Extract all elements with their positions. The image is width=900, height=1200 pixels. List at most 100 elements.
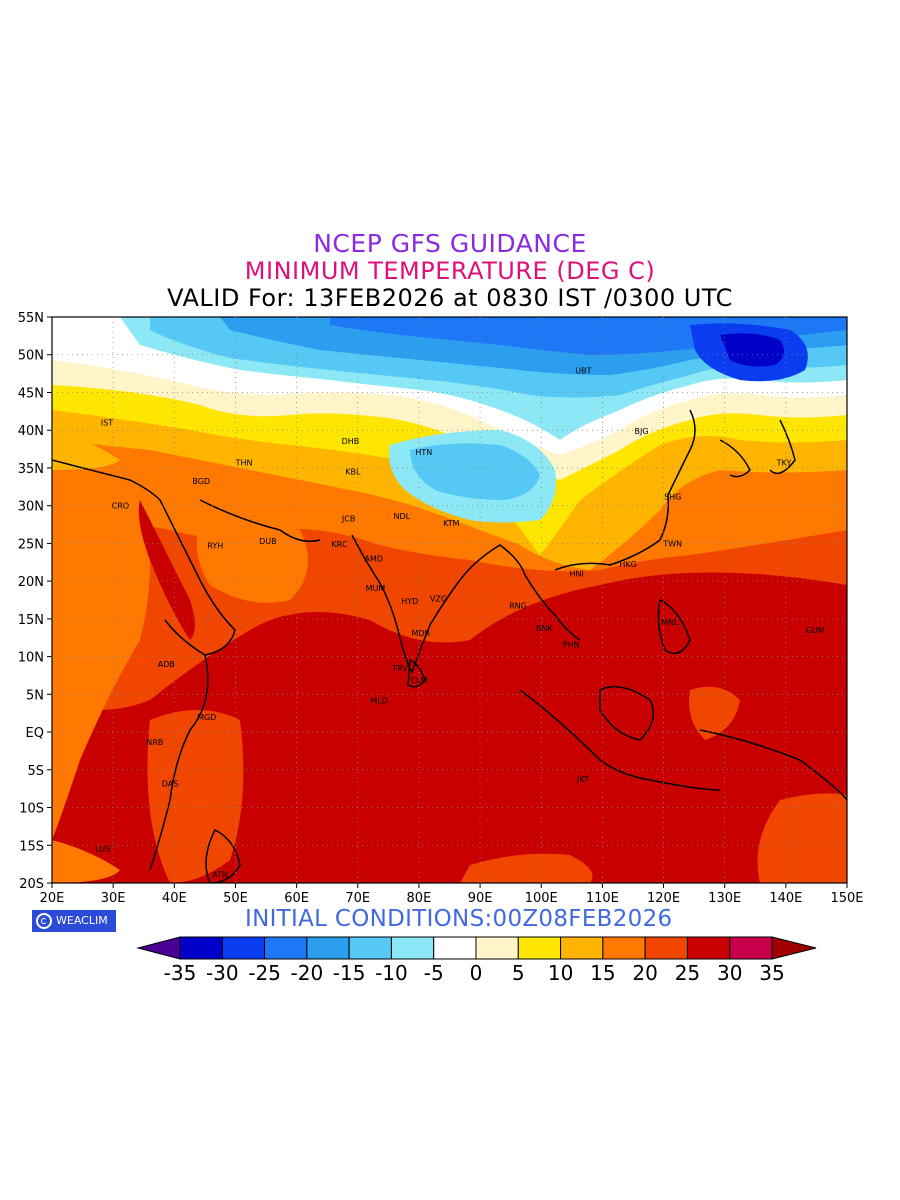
initial-conditions: INITIAL CONDITIONS:00Z08FEB2026 — [245, 906, 673, 932]
lon-tick-label: 60E — [284, 891, 309, 906]
lon-tick-label: 90E — [468, 891, 493, 906]
station-label-mgd: MGD — [197, 713, 216, 722]
station-label-shg: SHG — [664, 493, 681, 502]
station-label-amd: AMD — [364, 554, 383, 563]
colorbar-swatch — [475, 936, 519, 960]
station-label-ndl: NDL — [393, 512, 410, 521]
lat-tick-label: 30N — [18, 500, 44, 515]
lon-tick-label: 100E — [525, 891, 558, 906]
colorbar-swatch — [686, 936, 731, 960]
colorbar-swatch — [644, 936, 688, 960]
station-label-clm: CLM — [410, 676, 427, 685]
lat-tick-label: 45N — [18, 386, 44, 401]
colorbar-swatch — [348, 936, 392, 960]
lon-tick-label: 50E — [223, 891, 248, 906]
colorbar-swatch — [517, 936, 562, 960]
lon-tick-label: 30E — [101, 891, 126, 906]
station-label-ist: IST — [101, 419, 113, 428]
station-label-ubt: UBT — [575, 367, 591, 376]
lat-tick-label: 5N — [26, 688, 44, 703]
lat-tick-label: 55N — [18, 311, 44, 326]
lon-tick-label: 110E — [586, 891, 619, 906]
colorbar — [136, 936, 817, 960]
station-label-gum: GUM — [806, 626, 825, 635]
latitude-labels: 55N 50N 45N 40N 35N 30N 25N 20N 15N 10N 5N EQ 5S 10S 1… — [18, 311, 44, 892]
station-label-rng: RNG — [509, 601, 527, 610]
lon-tick-label: 80E — [407, 891, 432, 906]
colorbar-label: 30 — [717, 961, 742, 985]
colorbar-swatch — [306, 936, 350, 960]
station-label-dub: DUB — [259, 537, 277, 546]
colorbar-label: 25 — [675, 961, 700, 985]
station-labels: UBT BJG TKY SHG TWN HKG HNI RNG BNK PHN MNL GUM JKT H… — [95, 367, 825, 880]
station-label-thn: THN — [235, 459, 253, 468]
colorbar-swatch — [179, 936, 223, 960]
station-label-bjg: BJG — [634, 427, 648, 436]
station-label-atn: ATN — [212, 871, 228, 880]
valid-time: VALID For: 13FEB2026 at 0830 IST /0300 U… — [167, 284, 733, 312]
colorbar-label: 20 — [632, 961, 657, 985]
station-label-phn: PHN — [563, 641, 580, 650]
lat-tick-label: 5S — [27, 764, 44, 779]
colorbar-min-arrow — [136, 936, 181, 960]
axis-ticks — [47, 316, 848, 888]
colorbar-label: -35 — [164, 961, 197, 985]
colorbar-label: -25 — [248, 961, 281, 985]
lat-tick-label: 20N — [18, 575, 44, 590]
colorbar-swatch — [602, 936, 646, 960]
lat-tick-label: EQ — [26, 726, 44, 741]
lat-tick-label: 35N — [18, 462, 44, 477]
lat-tick-label: 10S — [19, 802, 44, 817]
lat-tick-label: 25N — [18, 537, 44, 552]
lat-tick-label: 15S — [19, 839, 44, 854]
station-label-mum: MUM — [366, 584, 386, 593]
station-label-hni: HNI — [570, 570, 584, 579]
station-label-mdr: MDR — [411, 629, 430, 638]
station-label-das: DAS — [162, 779, 179, 788]
temperature-field — [52, 317, 847, 883]
station-label-bnk: BNK — [536, 624, 553, 633]
lat-tick-label: 40N — [18, 424, 44, 439]
lat-tick-label: 50N — [18, 349, 44, 364]
coastlines — [52, 409, 847, 883]
colorbar-swatch — [433, 936, 477, 960]
station-label-cro: CRO — [112, 502, 129, 511]
station-label-mnl: MNL — [661, 618, 679, 627]
station-label-ktm: KTM — [443, 519, 460, 528]
station-label-dhb: DHB — [342, 437, 360, 446]
weaclim-badge: WEACLIM — [32, 910, 116, 932]
station-label-nrb: NRB — [146, 738, 163, 747]
station-label-jcb: JCB — [341, 514, 355, 523]
lon-tick-label: 130E — [708, 891, 741, 906]
station-label-jkt: JKT — [576, 775, 589, 784]
station-label-hkg: HKG — [619, 560, 636, 569]
map-subtitle: MINIMUM TEMPERATURE (DEG C) — [244, 257, 656, 285]
colorbar-label: -20 — [291, 961, 324, 985]
colorbar-swatch — [264, 936, 308, 960]
station-label-adb: ADB — [158, 660, 175, 669]
badge-label: WEACLIM — [56, 914, 108, 927]
colorbar-label: 5 — [512, 961, 525, 985]
colorbar-label: 15 — [590, 961, 615, 985]
station-label-lus: LUS — [95, 844, 110, 853]
station-label-hyd: HYD — [401, 597, 418, 606]
lon-tick-label: 40E — [162, 891, 187, 906]
weaclim-logo-icon — [36, 913, 52, 929]
colorbar-label: 10 — [548, 961, 573, 985]
station-label-kbl: KBL — [345, 468, 361, 477]
station-label-htn: HTN — [415, 448, 432, 457]
station-label-vzg: VZG — [430, 594, 447, 603]
station-label-trv: TRV — [391, 664, 408, 673]
station-label-mld: MLD — [370, 696, 388, 705]
lon-tick-label: 150E — [830, 891, 863, 906]
colorbar-swatch — [729, 936, 773, 960]
colorbar-labels: -35 -30 -25 -20 -15 -10 -5 0 5 10 15 20 25 30 35 — [164, 961, 785, 985]
station-label-ryh: RYH — [207, 542, 223, 551]
colorbar-label: -30 — [206, 961, 239, 985]
lon-tick-label: 140E — [769, 891, 802, 906]
longitude-labels: 20E 30E 40E 50E 60E 70E 80E 90E 100E 110E 120E 130E… — [40, 891, 864, 906]
lon-tick-label: 70E — [345, 891, 370, 906]
station-label-tky: TKY — [776, 459, 792, 468]
colorbar-label: -15 — [333, 961, 366, 985]
